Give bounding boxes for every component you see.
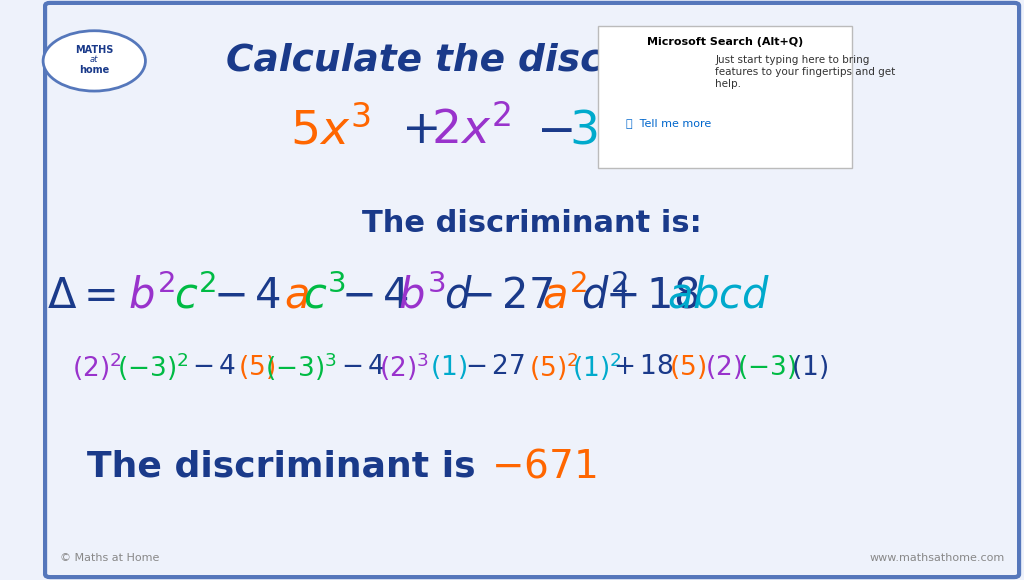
- Text: $(1)^2$: $(1)^2$: [572, 350, 622, 383]
- FancyBboxPatch shape: [45, 3, 1019, 577]
- Text: The discriminant is: The discriminant is: [87, 450, 487, 484]
- Text: $(5)$: $(5)$: [238, 353, 275, 380]
- Text: $(-3)$: $(-3)$: [736, 353, 796, 380]
- Text: $c^3$: $c^3$: [303, 274, 346, 317]
- Text: home: home: [79, 65, 110, 75]
- Text: $2x^2$: $2x^2$: [431, 107, 511, 154]
- Text: $(1)$: $(1)$: [791, 353, 828, 380]
- Text: $(2)^2$: $(2)^2$: [73, 350, 122, 383]
- Text: $+\,18$: $+\,18$: [605, 275, 699, 317]
- Text: $a^2$: $a^2$: [542, 274, 587, 317]
- Circle shape: [43, 31, 145, 91]
- Text: $(1)$: $(1)$: [430, 353, 467, 380]
- FancyBboxPatch shape: [598, 26, 852, 168]
- Text: $a$: $a$: [284, 275, 308, 317]
- Text: Just start typing here to bring
features to your fingertips and get
help.: Just start typing here to bring features…: [715, 55, 895, 89]
- Text: $(-3)^2$: $(-3)^2$: [118, 350, 189, 383]
- Text: $(2)^3$: $(2)^3$: [379, 350, 429, 383]
- Text: $-\,27$: $-\,27$: [460, 275, 553, 317]
- Text: $(-3)^3$: $(-3)^3$: [265, 350, 337, 383]
- Text: ⓘ  Tell me more: ⓘ Tell me more: [626, 118, 711, 128]
- Text: $5x^3$: $5x^3$: [290, 107, 371, 154]
- Text: $-671$: $-671$: [490, 448, 596, 486]
- Text: www.mathsathome.com: www.mathsathome.com: [869, 553, 1005, 563]
- Text: $-\,4$: $-\,4$: [213, 275, 281, 317]
- Text: $d$: $d$: [444, 275, 473, 317]
- Text: $b^3$: $b^3$: [398, 274, 445, 317]
- Text: Calculate the discriminant of: Calculate the discriminant of: [226, 43, 838, 79]
- Text: $\Delta =$: $\Delta =$: [47, 275, 116, 317]
- Text: The discriminant is:: The discriminant is:: [362, 209, 702, 238]
- Text: $d^2$: $d^2$: [582, 274, 629, 317]
- Text: $b^2$: $b^2$: [128, 274, 175, 317]
- Text: $-$: $-$: [537, 108, 573, 153]
- Text: $+$: $+$: [400, 108, 437, 153]
- Text: $+$: $+$: [632, 108, 669, 153]
- Text: $1$: $1$: [676, 108, 703, 153]
- Text: © Maths at Home: © Maths at Home: [59, 553, 159, 563]
- Text: $c^2$: $c^2$: [174, 274, 217, 317]
- Text: $(2)$: $(2)$: [706, 353, 742, 380]
- Text: $+\,18$: $+\,18$: [613, 354, 674, 379]
- Text: $-\,4$: $-\,4$: [341, 275, 409, 317]
- Text: $3x$: $3x$: [568, 108, 629, 153]
- Text: $-\,4$: $-\,4$: [193, 354, 237, 379]
- Text: $abcd$: $abcd$: [668, 275, 771, 317]
- Text: Microsoft Search (Alt+Q): Microsoft Search (Alt+Q): [647, 37, 803, 47]
- Text: at: at: [90, 55, 98, 64]
- Text: $-\,4$: $-\,4$: [341, 354, 385, 379]
- Text: $(5)^2$: $(5)^2$: [529, 350, 579, 383]
- Text: $-\,27$: $-\,27$: [465, 354, 524, 379]
- Text: MATHS: MATHS: [75, 45, 114, 56]
- Text: $(5)$: $(5)$: [669, 353, 707, 380]
